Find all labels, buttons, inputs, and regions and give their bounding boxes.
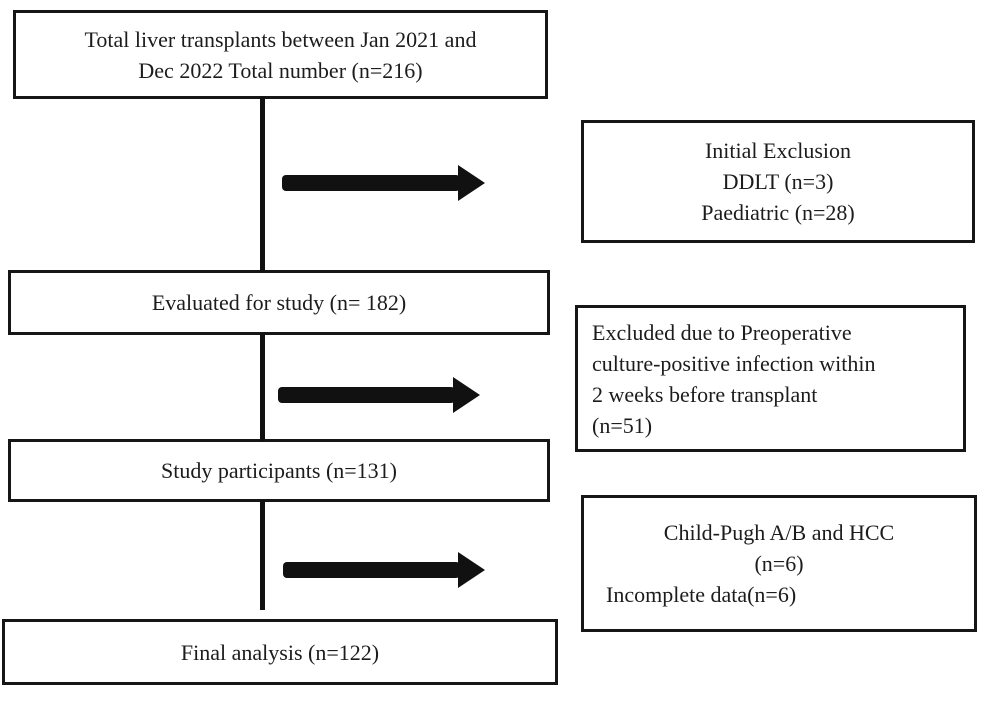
connector-line-segment: [260, 97, 265, 272]
connector-line-segment: [260, 500, 265, 610]
box-initial-exclusion: Initial Exclusion DDLT (n=3) Paediatric …: [581, 120, 975, 243]
arrow-shaft: [282, 175, 460, 191]
box-text-line: Paediatric (n=28): [701, 200, 855, 225]
arrow-right-icon: [283, 552, 485, 588]
box-final-analysis: Final analysis (n=122): [2, 619, 558, 685]
box-text-line: Study participants (n=131): [160, 458, 398, 483]
arrow-head: [458, 165, 485, 201]
box-total-liver-transplants: Total liver transplants between Jan 2021…: [13, 10, 548, 99]
box-text-line: Dec 2022 Total number (n=216): [138, 57, 423, 83]
box-text-line: Excluded due to Preoperative: [592, 319, 852, 345]
box-text-line: (n=6): [754, 551, 804, 576]
arrow-right-icon: [278, 377, 480, 413]
box-text-line: (n=51): [592, 412, 653, 438]
box-text-line: Evaluated for study (n= 182): [151, 290, 407, 315]
arrow-shaft: [283, 562, 460, 578]
box-childpugh-hcc-exclusion: Child-Pugh A/B and HCC (n=6) Incomplete …: [581, 495, 977, 632]
box-study-participants: Study participants (n=131): [8, 439, 550, 502]
box-text-line: culture-positive infection within: [592, 350, 876, 376]
box-text-line: Incomplete data(n=6): [606, 582, 797, 607]
box-evaluated-for-study: Evaluated for study (n= 182): [8, 270, 550, 335]
box-text-line: Total liver transplants between Jan 2021…: [84, 26, 477, 52]
connector-line-segment: [260, 333, 265, 441]
box-text-line: Final analysis (n=122): [180, 639, 380, 665]
box-text-line: Child-Pugh A/B and HCC: [663, 520, 895, 545]
box-preoperative-infection-exclusion: Excluded due to Preoperative culture-pos…: [575, 305, 966, 452]
arrow-shaft: [278, 387, 455, 403]
box-text-line: 2 weeks before transplant: [592, 381, 818, 407]
arrow-right-icon: [282, 165, 485, 201]
arrow-head: [458, 552, 485, 588]
box-text-line: Initial Exclusion: [704, 138, 852, 163]
arrow-head: [453, 377, 480, 413]
box-text-line: DDLT (n=3): [722, 169, 834, 194]
